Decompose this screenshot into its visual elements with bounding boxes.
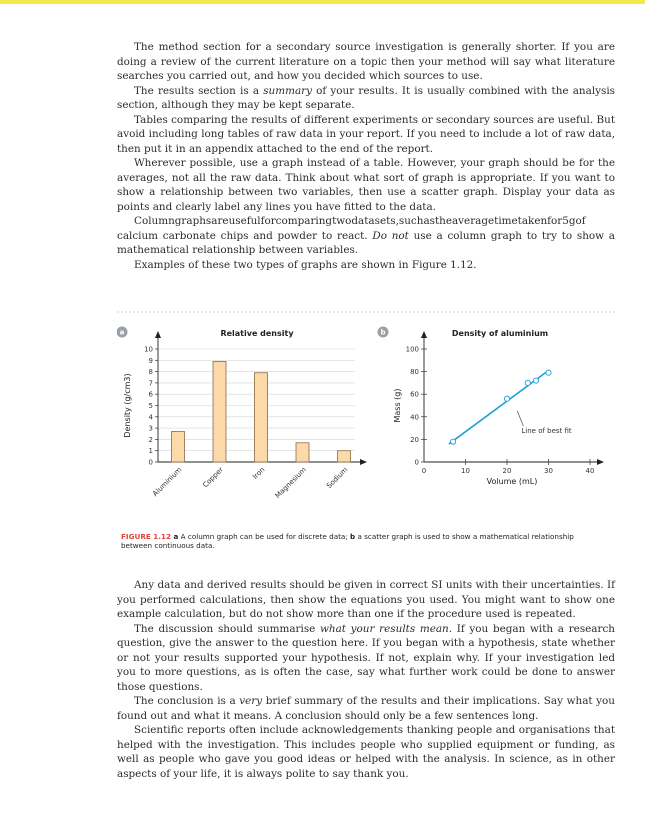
caption-part-b-letter: b [350,532,356,541]
line-of-best-fit [448,369,549,445]
x-axis-arrow [597,459,604,465]
figure-caption: FIGURE 1.12 a A column graph can be used… [121,532,601,550]
figure-1-12: a b Relative density 0 1 2 3 4 5 6 7 8 9 10 Density (g… [117,310,615,560]
y-tick-label: 5 [149,402,153,410]
x-tick-label: Iron [251,466,266,481]
y-tick-label: 100 [406,346,419,354]
chart-b-xlabel: Volume (mL) [487,477,538,486]
caption-part-a-letter: a [171,532,179,541]
panel-badge-letter: b [380,329,385,337]
y-tick-label: 9 [149,357,153,365]
y-axis-arrow [155,331,161,338]
data-point [449,438,457,445]
header-accent-bar [0,0,645,4]
paragraph: Any data and derived results should be g… [117,578,615,622]
caption-part-a-text: A column graph can be used for discrete … [178,532,351,541]
y-tick-label: 40 [410,413,419,421]
emphasis-text: Do not [372,229,409,242]
paragraph-text: brief summary of the results and their i… [117,695,615,722]
x-tick-label: 0 [422,467,426,475]
y-tick-label: 8 [149,368,153,376]
y-tick-label: 10 [144,346,153,354]
bar-copper [212,361,227,463]
paragraph: The conclusion is a very brief summary o… [117,694,615,723]
paragraph-text: calcium carbonate chips and powder to re… [117,229,373,242]
paragraph: The method section for a secondary sourc… [117,40,615,84]
data-point [532,377,540,384]
body-text-top: The method section for a secondary sourc… [117,40,615,272]
y-tick-label: 3 [149,425,153,433]
paragraph-text: Columngraphsareusefulforcomparingtwodata… [134,215,586,227]
annotation-leader [517,411,524,427]
panel-badge [377,326,389,338]
paragraph: The discussion should summarise what you… [117,622,615,695]
paragraph: Wherever possible, use a graph instead o… [117,156,615,214]
annotation-line-of-best-fit: Line of best fit [521,427,572,435]
x-tick-label: 20 [503,467,512,475]
x-tick-label: 30 [544,467,553,475]
y-tick-label: 4 [149,413,154,421]
bar-aluminium [171,431,185,463]
paragraph: The results section is a summary of your… [117,84,615,113]
bar-magnesium [295,442,310,463]
bar-iron [254,372,268,463]
paragraph: Examples of these two types of graphs ar… [117,258,615,273]
body-text-bottom: Any data and derived results should be g… [117,578,615,781]
y-tick-label: 20 [410,436,419,444]
data-point [524,379,531,386]
paragraph: calcium carbonate chips and powder to re… [117,229,615,258]
emphasis-text: what your results mean. [320,622,453,635]
paragraph-text: Any data and derived results should be g… [117,579,615,620]
x-axis-arrow [360,459,367,465]
paragraph: Tables comparing the results of differen… [117,113,615,157]
paragraph-text: Scientific reports often include acknowl… [117,724,615,780]
y-tick-label: 0 [415,459,419,467]
figure-graphs: a b Relative density 0 1 2 3 4 5 6 7 8 9 10 Density (g… [117,311,615,500]
y-tick-label: 80 [410,368,419,376]
emphasis-text: very [239,695,263,707]
x-tick-label: Aluminium [151,466,183,498]
paragraph-text: use a column graph to try to show a math… [117,229,615,257]
paragraph-text: The method section for a secondary sourc… [117,41,615,82]
y-axis-arrow [421,331,427,338]
chart-a-ylabel: Density (g/cm3) [123,373,132,437]
y-tick-label: 1 [149,447,153,455]
y-tick-label: 7 [149,379,153,387]
paragraph-text: The conclusion is a [134,695,240,707]
emphasis-text: summary [263,84,312,97]
caption-part-b-text: a scatter graph is used to show a mathem… [121,532,574,550]
y-tick-label: 6 [149,391,154,399]
paragraph-text: The discussion should summarise [134,622,321,635]
bar-sodium [337,450,351,463]
paragraph-text: Wherever possible, use a graph instead o… [117,157,615,213]
chart-b-ylabel: Mass (g) [393,388,402,422]
data-point [545,369,552,376]
y-tick-label: 2 [149,436,153,444]
caption-label: FIGURE 1.12 [121,532,172,541]
x-tick-label: Copper [201,466,225,490]
x-tick-label: 10 [461,467,470,475]
data-point [503,395,511,402]
chart-a-title: Relative density [220,329,294,338]
panel-badge [117,326,128,338]
paragraph-text: Examples of these two types of graphs ar… [134,258,477,271]
y-tick-label: 0 [149,459,153,467]
paragraph-text: Tables comparing the results of differen… [117,113,615,155]
chart-b-title: Density of aluminium [452,329,548,338]
x-tick-label: 40 [586,467,595,475]
paragraph-text: The results section is a [134,84,264,97]
paragraph-text: If you began with a research question, g… [117,622,615,693]
x-tick-label: Magnesium [274,466,308,500]
paragraph: Columngraphsareusefulforcomparingtwodata… [117,214,615,229]
panel-badge-letter: a [120,329,125,337]
paragraph-text: of your results. It is usually combined … [117,84,616,112]
x-tick-label: Sodium [325,466,349,490]
paragraph: Scientific reports often include acknowl… [117,723,615,781]
y-tick-label: 60 [410,391,419,399]
